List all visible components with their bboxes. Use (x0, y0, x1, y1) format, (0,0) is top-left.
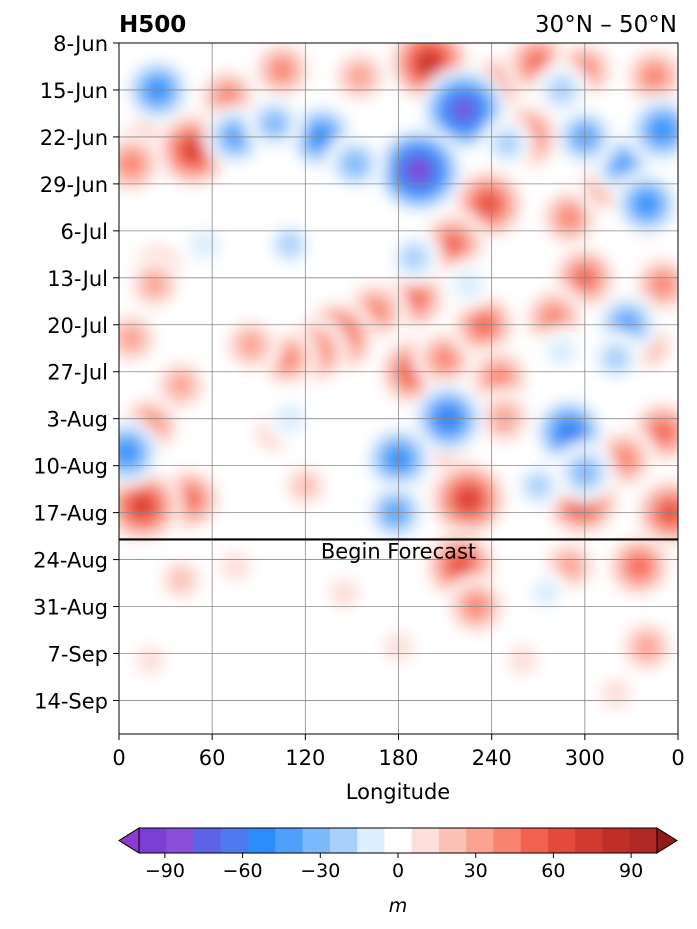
y-tick-label: 15-Jun (40, 79, 108, 103)
y-tick-label: 10-Aug (33, 455, 108, 479)
anomaly-feature (154, 552, 209, 607)
colorbar-tick-label: 90 (619, 860, 643, 882)
y-tick-label: 31-Aug (33, 596, 108, 620)
colorbar-segment (357, 828, 385, 853)
colorbar-segment (275, 828, 304, 853)
chart-title-right: 30°N – 50°N (535, 12, 677, 38)
anomaly-feature (244, 93, 305, 154)
anomaly-feature (323, 132, 387, 195)
colorbar-segment (302, 828, 331, 853)
colorbar-segment (139, 828, 167, 853)
anomaly-feature (442, 258, 494, 311)
y-tick-label: 22-Jun (40, 126, 108, 150)
anomaly-feature (497, 635, 548, 686)
colorbar-tick-label: 60 (541, 860, 565, 882)
colorbar-segment (438, 828, 467, 853)
anomaly-feature (590, 668, 642, 720)
anomaly-feature (480, 116, 535, 171)
colorbar-segment (329, 828, 358, 853)
x-tick-label: 0 (671, 746, 684, 770)
anomaly-feature (119, 417, 163, 488)
anomaly-feature (318, 567, 370, 619)
x-tick-label: 60 (199, 746, 226, 770)
forecast-label: Begin Forecast (321, 539, 476, 563)
colorbar-tick-label: −60 (223, 860, 263, 882)
anomaly-feature (553, 441, 616, 504)
anomaly-feature (535, 326, 588, 378)
y-tick-label: 13-Jul (47, 267, 108, 291)
colorbar-segment (547, 828, 576, 853)
anomaly-feature (151, 355, 211, 415)
colorbar-segment (384, 828, 413, 853)
anomaly-feature (372, 124, 466, 217)
y-tick-label: 8-Jun (53, 32, 108, 56)
colorbar-segment (602, 828, 631, 853)
anomaly-feature (209, 540, 262, 592)
colorbar: −90 −60 −30 0 30 60 90 (118, 827, 678, 882)
colorbar-segment (193, 828, 222, 853)
x-tick-label: 120 (285, 746, 325, 770)
colorbar-segment (166, 828, 195, 853)
x-tick-label: 180 (378, 746, 418, 770)
anomaly-feature (603, 531, 675, 602)
colorbar-tick-label: −90 (145, 860, 185, 882)
y-tick-label: 24-Aug (33, 549, 108, 573)
y-tick-label: 27-Jul (47, 361, 108, 385)
anomaly-feature (328, 45, 391, 108)
colorbar-segment (493, 828, 522, 853)
anomaly-feature (219, 313, 283, 376)
x-tick-label: 300 (565, 746, 605, 770)
y-tick-label: 3-Aug (47, 408, 108, 432)
x-tick-label: 0 (112, 746, 125, 770)
anomaly-feature (385, 229, 443, 286)
colorbar-segment (248, 828, 276, 853)
y-tick-label: 14-Sep (34, 689, 108, 713)
colorbar-segment (220, 828, 249, 853)
plot-area (119, 43, 678, 734)
colorbar-segment (629, 828, 658, 853)
anomaly-feature (511, 458, 566, 513)
chart-title-left: H500 (119, 12, 186, 38)
y-tick-label: 17-Aug (33, 502, 108, 526)
anomaly-feature (119, 130, 166, 198)
colorbar-label: m (389, 895, 408, 917)
anomaly-feature (611, 169, 678, 239)
x-axis-label: Longitude (346, 780, 450, 804)
colorbar-under-arrow (118, 827, 140, 854)
y-tick-label: 29-Jun (40, 173, 108, 197)
anomaly-feature (521, 568, 571, 618)
y-tick-label: 20-Jul (47, 314, 108, 338)
anomaly-feature (124, 254, 185, 315)
anomaly-feature (587, 330, 645, 387)
colorbar-segment (411, 828, 440, 853)
x-tick-label: 240 (472, 746, 512, 770)
anomaly-feature (615, 615, 678, 678)
colorbar-tick-label: 30 (464, 860, 488, 882)
colorbar-tick-label: −30 (300, 860, 340, 882)
colorbar-segment (520, 828, 549, 853)
colorbar-segment (575, 828, 604, 853)
anomaly-feature (125, 635, 175, 685)
colorbar-segment (466, 828, 495, 853)
colorbar-tick-label: 0 (392, 860, 404, 882)
colorbar-over-arrow (656, 827, 678, 854)
y-tick-label: 6-Jul (61, 220, 108, 244)
y-tick-label: 7-Sep (47, 642, 108, 666)
anomaly-feature (249, 43, 315, 103)
